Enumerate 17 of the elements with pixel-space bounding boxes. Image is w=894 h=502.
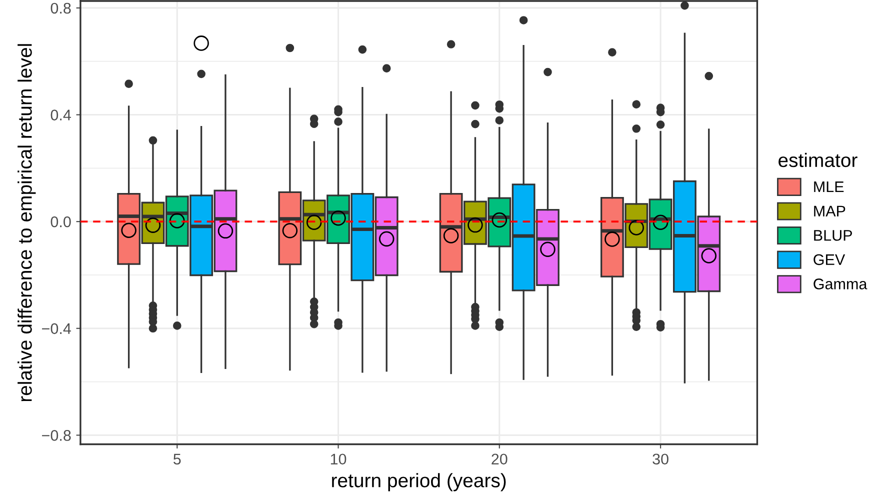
legend-label: Gamma xyxy=(814,278,868,290)
y-tick-label: −0.4 xyxy=(42,323,71,334)
y-tick-label: 0.8 xyxy=(50,2,71,14)
x-tick-label: 5 xyxy=(174,454,181,465)
x-tick-label: 10 xyxy=(330,454,346,465)
legend-label: MLE xyxy=(814,182,844,192)
x-tick-label: 20 xyxy=(492,454,508,465)
y-tick-label: 0.0 xyxy=(50,216,71,228)
legend-label: GEV xyxy=(814,254,846,266)
y-tick-label: −0.8 xyxy=(42,430,71,441)
legend-title: estimator xyxy=(778,152,858,168)
y-axis-title: relative difference to empirical return level xyxy=(18,44,36,402)
legend-label: MAP xyxy=(814,206,846,216)
legend-label: BLUP xyxy=(814,230,852,241)
x-tick-label: 30 xyxy=(652,454,668,465)
y-tick-label: 0.4 xyxy=(50,110,71,120)
x-axis-title: return period (years) xyxy=(332,473,506,492)
